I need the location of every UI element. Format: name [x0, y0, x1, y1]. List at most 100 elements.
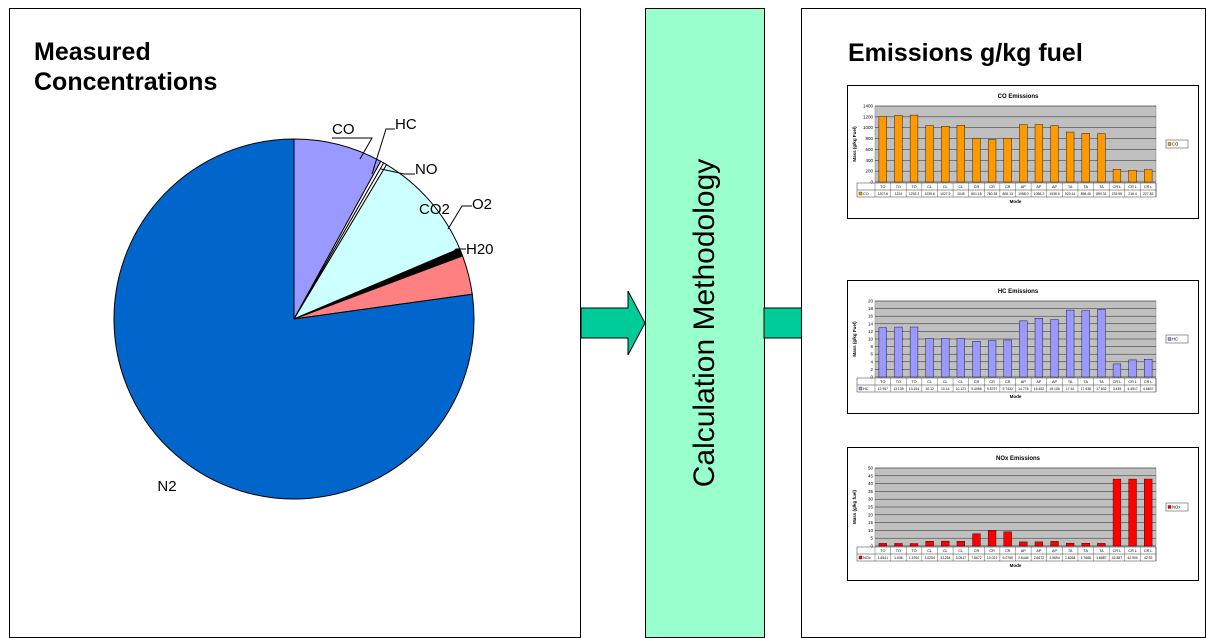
data-value-label: 13.154 [909, 387, 919, 391]
x-tick-label: CR [974, 185, 980, 189]
data-value-label: 17.832 [1096, 387, 1106, 391]
pie-label-hc: HC [395, 116, 417, 133]
y-tick-label: 18 [868, 306, 874, 311]
y-tick-label: 0 [870, 544, 873, 549]
bar [1019, 541, 1028, 547]
bar [878, 116, 887, 183]
data-value-label: 42.887 [1112, 556, 1122, 560]
bar [972, 533, 981, 547]
x-axis-label: Mode [1010, 394, 1022, 399]
data-value-label: 1045 [957, 192, 965, 196]
x-tick-label: CL [958, 185, 963, 189]
bar [1066, 309, 1075, 378]
pie-label-h20: H20 [466, 241, 494, 258]
panel-title-measured: Measured Concentrations [34, 37, 334, 97]
x-tick-label: AP [1021, 185, 1027, 189]
x-tick-label: CL [943, 549, 948, 553]
pie-leader-line [380, 168, 415, 175]
x-tick-label: CL [958, 380, 963, 384]
y-axis-label: Mass (g/kg Fuel) [852, 126, 857, 162]
y-tick-label: 800 [865, 136, 873, 141]
y-tick-label: 2 [870, 367, 873, 372]
bar [894, 543, 903, 547]
x-tick-label: CL [943, 185, 948, 189]
co-emissions-chart: CO Emissions 0 200 400 600 800 1000 1200 1400 Mas… [847, 85, 1199, 219]
bar [956, 541, 965, 547]
y-axis-label: Mass (g/kg fuel) [852, 490, 857, 525]
y-tick-label: 30 [868, 497, 874, 502]
legend-box [1165, 334, 1189, 344]
calculation-methodology-box: Calculation Methodology [645, 8, 765, 638]
x-tick-label: CR L [1144, 380, 1153, 384]
data-value-label: 9.4066 [971, 387, 981, 391]
bar [1034, 541, 1044, 547]
data-value-label: 1.6541 [878, 556, 888, 560]
panel-title-emissions: Emissions g/kg fuel [848, 39, 1083, 67]
plot-area [874, 105, 1157, 183]
y-tick-label: 0 [870, 180, 873, 185]
x-tick-label: TA [1099, 380, 1104, 384]
legend-swatch [1167, 505, 1172, 509]
pie-leader-line [447, 205, 472, 230]
chart-title: HC Emissions [998, 289, 1039, 295]
data-value-label: 1232.2 [909, 192, 919, 196]
bar [909, 114, 919, 183]
data-value-label: 7.8672 [971, 556, 981, 560]
legend-label: CO [1172, 142, 1179, 147]
bar [972, 341, 981, 378]
x-tick-label: CR [989, 185, 995, 189]
bar [878, 543, 887, 547]
x-tick-label: CR [974, 549, 980, 553]
data-value-label: 4.6637 [1143, 387, 1153, 391]
data-value-label: 233.95 [1112, 192, 1122, 196]
bar [1097, 133, 1106, 183]
data-value-label: 1.636 [894, 556, 903, 560]
y-axis-label: Mass (g/kg Fuel) [852, 321, 857, 357]
x-tick-label: AP [1036, 380, 1042, 384]
bar [1128, 170, 1137, 183]
x-tick-label: TA [1083, 549, 1088, 553]
data-value-label: 227.83 [1143, 192, 1153, 196]
table-series-swatch [858, 191, 863, 196]
y-tick-label: 35 [868, 489, 874, 494]
bar [956, 125, 965, 183]
bar [972, 138, 981, 183]
y-tick-label: 45 [868, 473, 874, 478]
pie-slice-co [293, 138, 382, 320]
x-tick-label: AP [1052, 549, 1058, 553]
x-tick-label: CR L [1113, 549, 1122, 553]
data-value-label: 14.778 [1018, 387, 1028, 391]
bar [1003, 138, 1012, 183]
data-value-label: 1058.0 [1018, 192, 1028, 196]
legend-swatch [1167, 337, 1172, 341]
data-value-label: 2.6672 [1034, 556, 1044, 560]
data-value-label: 1027.9 [940, 192, 950, 196]
x-tick-label: TO [896, 185, 901, 189]
x-tick-label: CL [927, 380, 932, 384]
data-value-label: 890.31 [1096, 192, 1106, 196]
x-tick-label: CR [1005, 380, 1011, 384]
data-value-label: 216.4 [1128, 192, 1137, 196]
bar [878, 327, 887, 378]
y-tick-label: 14 [868, 321, 874, 326]
bar [987, 139, 997, 183]
y-tick-label: 25 [868, 505, 874, 510]
x-tick-label: TO [911, 549, 916, 553]
bar [1144, 169, 1153, 183]
x-tick-label: CR L [1144, 185, 1153, 189]
x-tick-label: CL [943, 380, 948, 384]
calculation-methodology-label: Calculation Methodology [688, 158, 721, 488]
bar [941, 125, 950, 183]
data-value-label: 15.106 [1049, 387, 1059, 391]
y-tick-label: 20 [868, 299, 874, 304]
bar [1066, 542, 1075, 547]
emissions-panel: Emissions g/kg fuel CO Emissions 0 200 400 6… [801, 8, 1206, 638]
data-value-label: 13.139 [893, 387, 903, 391]
concentration-pie-chart: CO HC NO CO2 O2 H20 N2 [113, 116, 494, 500]
chart-title: CO Emissions [998, 94, 1039, 100]
data-value-label: 1.8268 [1065, 556, 1075, 560]
bar [1112, 169, 1122, 183]
bar [1003, 531, 1012, 547]
nox-emissions-chart: NOx Emissions 0 5 10 15 20 25 30 35 40 45 50 Mass (g… [847, 447, 1199, 581]
bar [925, 541, 934, 547]
